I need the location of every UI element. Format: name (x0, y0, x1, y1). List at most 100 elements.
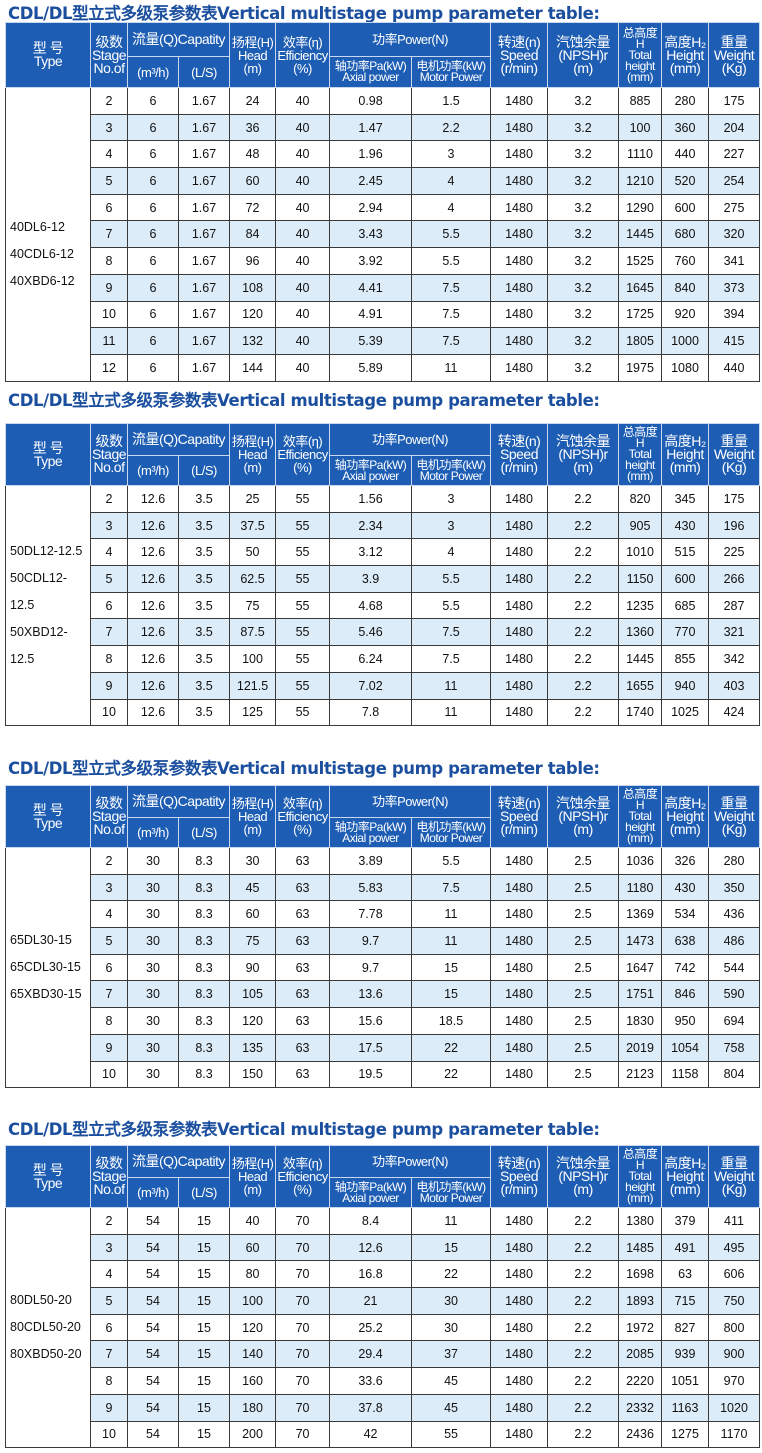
table-row: 10 12.6 3.5 125 55 7.8 11 1480 2.2 1740 1025 424 (6, 698, 761, 727)
cell-height-h2: 939 (661, 1340, 710, 1369)
header-speed-text: 转速(n) (497, 795, 541, 811)
cell-efficiency: 70 (275, 1340, 331, 1369)
header-stage-text: No.of (93, 1181, 125, 1197)
cell-stage: 4 (90, 900, 128, 929)
cell-head: 150 (229, 1060, 277, 1089)
cell-speed: 1480 (490, 1060, 549, 1089)
cell-axial-power: 3.9 (329, 565, 413, 593)
table-row: 80DL50-20 80CDL50-20 80XBD50-20 2 54 15 40 70 8.… (5, 1206, 761, 1449)
model-name: 65CDL30-15 (10, 960, 81, 975)
cell-total-height: 1647 (618, 953, 663, 982)
cell-speed: 1480 (490, 1007, 549, 1035)
cell-weight: 394 (708, 300, 761, 329)
header-speed: 转速(n) Speed (r/min) (490, 785, 549, 848)
cell-stage: 11 (90, 327, 128, 355)
cell-weight: 440 (708, 353, 761, 382)
cell-efficiency: 40 (275, 167, 331, 195)
header-weight-text: (Kg) (721, 1181, 747, 1197)
cell-npsh: 2.5 (547, 1033, 620, 1062)
table-row: 6 6 1.67 72 40 2.94 4 1480 3.2 1290 600 275 (6, 193, 761, 222)
header-capacity-text: 流量(Q)Capatity (131, 31, 226, 47)
cell-total-height: 1180 (618, 873, 663, 902)
header-total-height-text: (mm) (627, 831, 653, 845)
cell-weight: 758 (708, 1033, 761, 1062)
header-height-h2: 高度H₂ Height (mm) (661, 785, 710, 848)
header-weight-text: (Kg) (721, 821, 747, 837)
cell-efficiency: 63 (275, 1060, 331, 1089)
header-npsh-text: (m) (573, 59, 593, 76)
cell-npsh: 3.2 (547, 327, 620, 355)
cell-npsh: 2.2 (547, 1420, 620, 1449)
cell-flow-m3h: 6 (127, 193, 179, 222)
cell-flow-m3h: 12.6 (127, 591, 179, 620)
header-total-height: 总高度H Total height (mm) (618, 1145, 663, 1208)
cell-flow-m3h: 6 (127, 113, 179, 142)
cell-height-h2: 846 (661, 980, 710, 1009)
cell-motor-power: 5.5 (411, 247, 492, 275)
header-total-height-text: (mm) (627, 469, 653, 483)
cell-speed: 1480 (490, 113, 549, 142)
header-speed: 转速(n) Speed (r/min) (490, 423, 549, 486)
cell-head: 120 (229, 300, 277, 329)
header-type-text: 型 号 (32, 40, 64, 56)
cell-height-h2: 1275 (661, 1420, 710, 1449)
cell-motor-power: 4 (411, 193, 492, 222)
header-type-text: 型 号 (32, 1161, 64, 1178)
header-efficiency-text: 效率(η) (282, 34, 323, 50)
cell-total-height: 1975 (618, 353, 663, 382)
cell-speed: 1480 (490, 1033, 549, 1062)
cell-motor-power: 11 (411, 1207, 492, 1235)
cell-head: 62.5 (229, 565, 277, 593)
cell-height-h2: 440 (661, 140, 710, 169)
header-speed-text: 转速(n) (497, 33, 541, 50)
header-height-h2: 高度H₂ Height (mm) (661, 423, 710, 486)
cell-weight: 350 (708, 873, 761, 902)
cell-efficiency: 40 (275, 300, 331, 329)
cell-speed: 1480 (490, 247, 549, 275)
cell-motor-power: 22 (411, 1260, 492, 1289)
model-name: 80XBD50-20 (10, 1347, 82, 1362)
table-row: 10 54 15 200 70 42 55 1480 2.2 2436 1275 1170 (6, 1420, 761, 1449)
cell-total-height: 1972 (618, 1313, 663, 1342)
cell-flow-m3h: 6 (127, 167, 179, 195)
cell-flow-m3h: 30 (127, 980, 179, 1009)
cell-motor-power: 55 (411, 1420, 492, 1449)
cell-head: 36 (229, 113, 277, 142)
cell-weight: 403 (708, 671, 761, 700)
cell-height-h2: 1000 (661, 327, 710, 355)
header-flow-m3h: (m³/h) (127, 455, 179, 486)
cell-axial-power: 5.46 (329, 618, 413, 647)
cell-axial-power: 25.2 (329, 1313, 413, 1342)
header-efficiency-text: 效率(η) (282, 796, 323, 811)
table-row: 6 12.6 3.5 75 55 4.68 5.5 1480 2.2 1235 685 287 (6, 591, 761, 620)
cell-head: 132 (229, 327, 277, 355)
header-weight: 重量 Weight (Kg) (708, 22, 761, 88)
header-motor-power: 电机功率(kW) Motor Power (411, 455, 492, 486)
header-row: (m³/h) (L/S) 轴功率Pa(kW) Axial power 电机功率(kW) M… (6, 817, 760, 848)
cell-total-height: 1380 (618, 1207, 663, 1235)
cell-npsh: 2.2 (547, 538, 620, 567)
header-capacity: 流量(Q)Capatity (126, 423, 231, 456)
cell-total-height: 1893 (618, 1287, 663, 1315)
header-total-height-text: Total (628, 447, 652, 461)
header-npsh-text: 汽蚀余量 (556, 1155, 611, 1171)
cell-motor-power: 7.5 (411, 327, 492, 355)
cell-stage: 10 (90, 1420, 128, 1449)
cell-stage: 2 (90, 485, 128, 513)
cell-total-height: 1235 (618, 591, 663, 620)
cell-flow-ls: 15 (177, 1340, 231, 1369)
cell-stage: 7 (90, 1340, 128, 1369)
cell-speed: 1480 (490, 193, 549, 222)
cell-flow-m3h: 30 (127, 847, 179, 875)
table-row: 4 6 1.67 48 40 1.96 3 1480 3.2 1110 440 227 (6, 140, 761, 169)
cell-height-h2: 760 (661, 247, 710, 275)
header-speed-text: Speed (500, 808, 538, 824)
cell-total-height: 1036 (618, 847, 663, 875)
cell-total-height: 905 (618, 511, 663, 540)
cell-flow-ls: 8.3 (177, 980, 231, 1009)
cell-flow-ls: 8.3 (177, 1060, 231, 1089)
cell-flow-m3h: 30 (127, 1033, 179, 1062)
cell-motor-power: 22 (411, 1060, 492, 1089)
header-efficiency-text: Efficiency (277, 809, 328, 824)
cell-speed: 1480 (490, 671, 549, 700)
